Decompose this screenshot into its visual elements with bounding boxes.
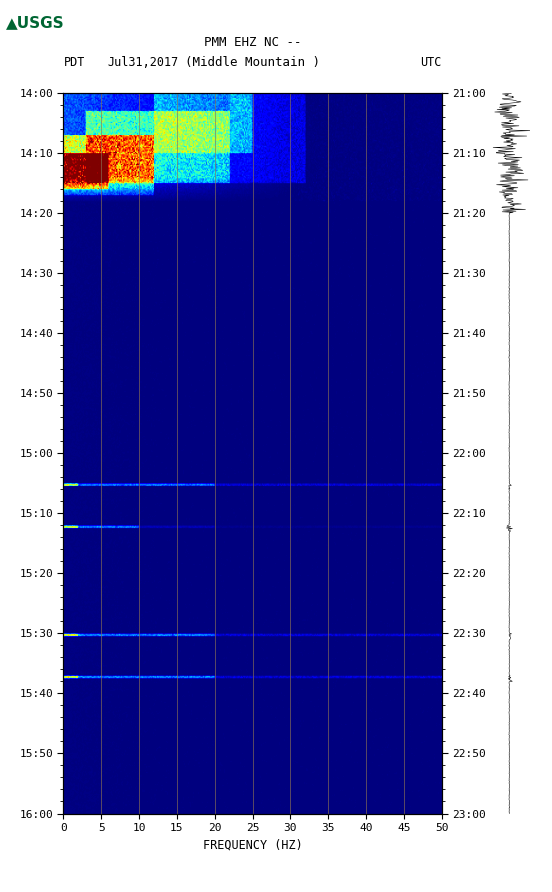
Text: PDT: PDT xyxy=(63,55,85,69)
Text: PMM EHZ NC --: PMM EHZ NC -- xyxy=(204,36,301,49)
Text: (Middle Mountain ): (Middle Mountain ) xyxy=(185,55,320,69)
Text: ▲USGS: ▲USGS xyxy=(6,15,64,29)
Text: Jul31,2017: Jul31,2017 xyxy=(108,55,179,69)
X-axis label: FREQUENCY (HZ): FREQUENCY (HZ) xyxy=(203,838,302,852)
Text: UTC: UTC xyxy=(420,55,442,69)
